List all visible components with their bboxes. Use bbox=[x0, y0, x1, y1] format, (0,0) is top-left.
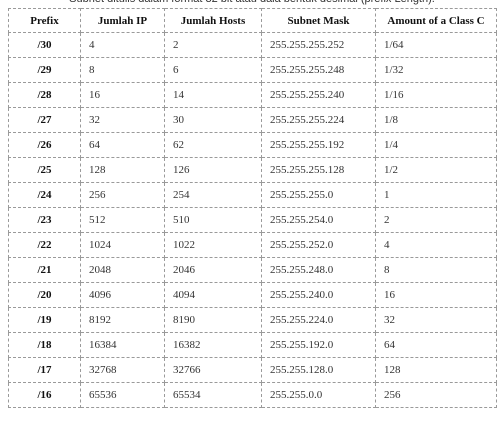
subnet-mask-cell: 255.255.192.0 bbox=[261, 332, 376, 358]
prefix-cell: /18 bbox=[8, 332, 81, 358]
prefix-cell: /17 bbox=[8, 357, 81, 383]
table-row: /23 512 510 255.255.254.0 2 bbox=[8, 207, 497, 233]
table-row: /25 128 126 255.255.255.128 1/2 bbox=[8, 157, 497, 183]
subnet-mask-cell: 255.255.255.248 bbox=[261, 57, 376, 83]
jumlah-ip-cell: 4096 bbox=[80, 282, 165, 308]
jumlah-ip-cell: 64 bbox=[80, 132, 165, 158]
prefix-cell: /23 bbox=[8, 207, 81, 233]
prefix-cell: /29 bbox=[8, 57, 81, 83]
subnet-mask-cell: 255.255.224.0 bbox=[261, 307, 376, 333]
prefix-cell: /27 bbox=[8, 107, 81, 133]
amount-class-c-cell: 1/16 bbox=[375, 82, 497, 108]
subnet-mask-cell: 255.255.255.224 bbox=[261, 107, 376, 133]
amount-class-c-cell: 1/8 bbox=[375, 107, 497, 133]
header-jumlah-hosts: Jumlah Hosts bbox=[164, 8, 262, 33]
table-row: /26 64 62 255.255.255.192 1/4 bbox=[8, 132, 497, 158]
jumlah-ip-cell: 8 bbox=[80, 57, 165, 83]
prefix-cell: /24 bbox=[8, 182, 81, 208]
jumlah-ip-cell: 128 bbox=[80, 157, 165, 183]
prefix-cell: /20 bbox=[8, 282, 81, 308]
amount-class-c-cell: 128 bbox=[375, 357, 497, 383]
jumlah-hosts-cell: 65534 bbox=[164, 382, 262, 408]
jumlah-hosts-cell: 32766 bbox=[164, 357, 262, 383]
jumlah-hosts-cell: 254 bbox=[164, 182, 262, 208]
table-caption: Subnet ditulis dalam format 32 bit atau … bbox=[0, 0, 504, 5]
jumlah-hosts-cell: 16382 bbox=[164, 332, 262, 358]
jumlah-ip-cell: 256 bbox=[80, 182, 165, 208]
header-amount-class-c: Amount of a Class C bbox=[375, 8, 497, 33]
amount-class-c-cell: 16 bbox=[375, 282, 497, 308]
jumlah-ip-cell: 2048 bbox=[80, 257, 165, 283]
subnet-mask-cell: 255.255.254.0 bbox=[261, 207, 376, 233]
jumlah-hosts-cell: 4094 bbox=[164, 282, 262, 308]
amount-class-c-cell: 256 bbox=[375, 382, 497, 408]
header-jumlah-ip: Jumlah IP bbox=[80, 8, 165, 33]
subnet-mask-cell: 255.255.255.192 bbox=[261, 132, 376, 158]
jumlah-hosts-cell: 30 bbox=[164, 107, 262, 133]
jumlah-hosts-cell: 62 bbox=[164, 132, 262, 158]
amount-class-c-cell: 8 bbox=[375, 257, 497, 283]
jumlah-hosts-cell: 126 bbox=[164, 157, 262, 183]
jumlah-hosts-cell: 2 bbox=[164, 32, 262, 58]
jumlah-ip-cell: 512 bbox=[80, 207, 165, 233]
table-body: /30 4 2 255.255.255.252 1/64/29 8 6 255.255.255… bbox=[8, 32, 497, 408]
table-row: /19 8192 8190 255.255.224.0 32 bbox=[8, 307, 497, 333]
table-row: /30 4 2 255.255.255.252 1/64 bbox=[8, 32, 497, 58]
table-row: /17 32768 32766 255.255.128.0 128 bbox=[8, 357, 497, 383]
table-row: /20 4096 4094 255.255.240.0 16 bbox=[8, 282, 497, 308]
prefix-cell: /30 bbox=[8, 32, 81, 58]
subnet-mask-cell: 255.255.240.0 bbox=[261, 282, 376, 308]
subnet-table: Prefix Jumlah IP Jumlah Hosts Subnet Mas… bbox=[8, 8, 497, 408]
jumlah-ip-cell: 4 bbox=[80, 32, 165, 58]
table-row: /29 8 6 255.255.255.248 1/32 bbox=[8, 57, 497, 83]
prefix-cell: /22 bbox=[8, 232, 81, 258]
subnet-mask-cell: 255.255.128.0 bbox=[261, 357, 376, 383]
jumlah-ip-cell: 1024 bbox=[80, 232, 165, 258]
table-row: /27 32 30 255.255.255.224 1/8 bbox=[8, 107, 497, 133]
prefix-cell: /19 bbox=[8, 307, 81, 333]
jumlah-ip-cell: 32 bbox=[80, 107, 165, 133]
amount-class-c-cell: 1/4 bbox=[375, 132, 497, 158]
subnet-mask-cell: 255.255.255.240 bbox=[261, 82, 376, 108]
prefix-cell: /28 bbox=[8, 82, 81, 108]
table-row: /24 256 254 255.255.255.0 1 bbox=[8, 182, 497, 208]
table-header-row: Prefix Jumlah IP Jumlah Hosts Subnet Mas… bbox=[8, 8, 497, 33]
prefix-cell: /16 bbox=[8, 382, 81, 408]
subnet-mask-cell: 255.255.255.128 bbox=[261, 157, 376, 183]
jumlah-ip-cell: 8192 bbox=[80, 307, 165, 333]
jumlah-hosts-cell: 1022 bbox=[164, 232, 262, 258]
amount-class-c-cell: 64 bbox=[375, 332, 497, 358]
jumlah-ip-cell: 16 bbox=[80, 82, 165, 108]
amount-class-c-cell: 32 bbox=[375, 307, 497, 333]
header-subnet-mask: Subnet Mask bbox=[261, 8, 376, 33]
jumlah-hosts-cell: 2046 bbox=[164, 257, 262, 283]
prefix-cell: /21 bbox=[8, 257, 81, 283]
header-prefix: Prefix bbox=[8, 8, 81, 33]
prefix-cell: /25 bbox=[8, 157, 81, 183]
amount-class-c-cell: 1 bbox=[375, 182, 497, 208]
amount-class-c-cell: 1/2 bbox=[375, 157, 497, 183]
jumlah-hosts-cell: 14 bbox=[164, 82, 262, 108]
table-row: /16 65536 65534 255.255.0.0 256 bbox=[8, 382, 497, 408]
jumlah-ip-cell: 16384 bbox=[80, 332, 165, 358]
jumlah-ip-cell: 65536 bbox=[80, 382, 165, 408]
jumlah-hosts-cell: 8190 bbox=[164, 307, 262, 333]
subnet-mask-cell: 255.255.255.0 bbox=[261, 182, 376, 208]
subnet-mask-cell: 255.255.0.0 bbox=[261, 382, 376, 408]
table-row: /22 1024 1022 255.255.252.0 4 bbox=[8, 232, 497, 258]
subnet-mask-cell: 255.255.248.0 bbox=[261, 257, 376, 283]
amount-class-c-cell: 2 bbox=[375, 207, 497, 233]
table-row: /18 16384 16382 255.255.192.0 64 bbox=[8, 332, 497, 358]
jumlah-hosts-cell: 510 bbox=[164, 207, 262, 233]
jumlah-hosts-cell: 6 bbox=[164, 57, 262, 83]
jumlah-ip-cell: 32768 bbox=[80, 357, 165, 383]
table-row: /28 16 14 255.255.255.240 1/16 bbox=[8, 82, 497, 108]
amount-class-c-cell: 4 bbox=[375, 232, 497, 258]
amount-class-c-cell: 1/64 bbox=[375, 32, 497, 58]
subnet-mask-cell: 255.255.252.0 bbox=[261, 232, 376, 258]
subnet-mask-cell: 255.255.255.252 bbox=[261, 32, 376, 58]
prefix-cell: /26 bbox=[8, 132, 81, 158]
amount-class-c-cell: 1/32 bbox=[375, 57, 497, 83]
table-row: /21 2048 2046 255.255.248.0 8 bbox=[8, 257, 497, 283]
